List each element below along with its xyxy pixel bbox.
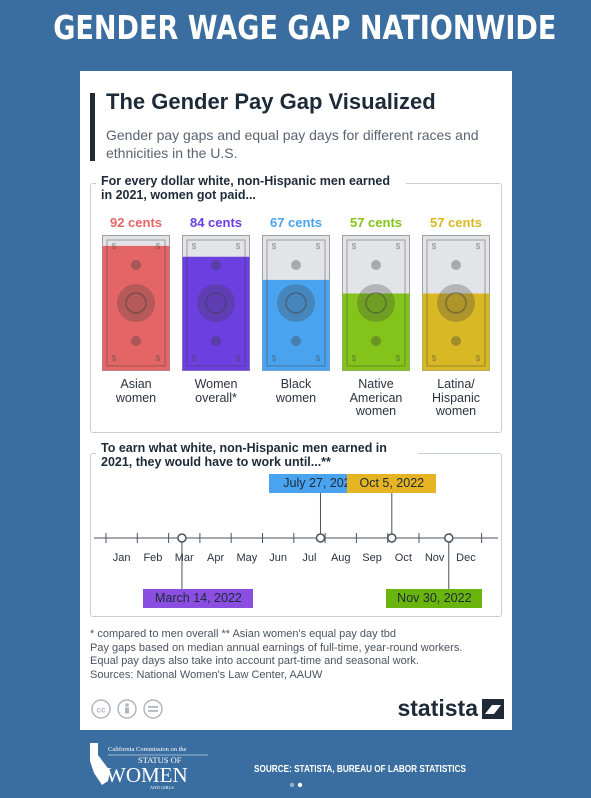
bar-value-label: 57 cents: [349, 215, 403, 230]
attribution-icon: [117, 699, 137, 719]
svg-text:$: $: [316, 354, 321, 363]
svg-text:$: $: [272, 354, 277, 363]
org-line-2: STATUS OF: [138, 755, 182, 765]
footnotes: * compared to men overall ** Asian women…: [90, 628, 505, 682]
svg-text:$: $: [192, 242, 197, 251]
bill-fill: [182, 256, 250, 371]
svg-text:$: $: [236, 242, 241, 251]
pay-section-heading: For every dollar white, non-Hispanic men…: [96, 174, 406, 202]
org-line-4: AND GIRLS: [150, 785, 174, 790]
org-line-3: WOMEN: [106, 763, 188, 787]
svg-text:$: $: [476, 354, 481, 363]
footnote-line: Equal pay days also take into account pa…: [90, 655, 419, 667]
dollar-bill-bar: $ $ $ $: [182, 235, 250, 371]
bar-category-label: Asian women: [115, 377, 157, 405]
bar-category-label: Latina/Hispanic women: [432, 377, 480, 418]
svg-text:$: $: [432, 242, 437, 251]
svg-text:$: $: [316, 242, 321, 251]
svg-text:$: $: [476, 242, 481, 251]
bar-value-label: 84 cents: [189, 215, 243, 230]
timeline-date-label: July 27, 2022: [268, 474, 372, 493]
bill-fill: [262, 279, 330, 371]
brand-name: statista: [397, 695, 478, 721]
svg-text:$: $: [156, 242, 161, 251]
infographic-card: The Gender Pay Gap Visualized Gender pay…: [80, 71, 512, 730]
bar-category-label: Women overall*: [194, 377, 238, 405]
bar-category-label: Native American women: [349, 377, 403, 418]
chart-title: The Gender Pay Gap Visualized: [106, 89, 436, 114]
bill-fill: [342, 293, 410, 371]
svg-text:$: $: [236, 354, 241, 363]
statista-mark-icon: [482, 698, 504, 719]
svg-text:$: $: [156, 354, 161, 363]
footnote-line: Sources: National Women's Law Center, AA…: [90, 668, 323, 681]
timeline-date-label: March 14, 2022: [143, 589, 254, 608]
no-derivatives-icon: [143, 699, 163, 719]
dollar-bill-bar: $ $ $ $: [422, 235, 490, 371]
bill-fill: [422, 293, 490, 371]
dollar-bill-bar: $ $ $ $: [262, 235, 330, 371]
footnote-line: * compared to men overall ** Asian women…: [90, 628, 396, 640]
timeline-section-heading: To earn what white, non-Hispanic men ear…: [96, 441, 418, 469]
statista-logo: statista: [397, 695, 504, 722]
cc-icon: [91, 699, 111, 719]
chart-subtitle: Gender pay gaps and equal pay days for d…: [106, 127, 479, 161]
svg-text:$: $: [396, 354, 401, 363]
page-banner: GENDER WAGE GAP NATIONWIDE: [53, 8, 557, 47]
svg-text:cc: cc: [97, 706, 106, 715]
svg-text:$: $: [112, 354, 117, 363]
svg-text:$: $: [352, 242, 357, 251]
svg-text:$: $: [352, 354, 357, 363]
bar-value-label: 67 cents: [269, 215, 323, 230]
dollar-bill-bar: $ $ $ $: [102, 235, 170, 371]
creative-commons-icons: cc: [91, 699, 163, 719]
bar-value-label: 57 cents: [429, 215, 483, 230]
commission-logo: California Commission on the STATUS OF W…: [90, 743, 208, 790]
svg-text:$: $: [396, 242, 401, 251]
timeline-date-label: Nov 30, 2022: [386, 589, 483, 608]
bill-fill: [102, 245, 170, 371]
footnote-line: Pay gaps based on median annual earnings…: [90, 641, 463, 654]
bar-value-label: 92 cents: [109, 215, 163, 230]
pagination-dots: [289, 782, 303, 788]
svg-text:$: $: [192, 354, 197, 363]
svg-text:$: $: [112, 242, 117, 251]
svg-text:$: $: [432, 354, 437, 363]
org-line-1: California Commission on the: [108, 746, 187, 753]
bar-category-label: Black women: [275, 377, 317, 405]
dollar-bill-bar: $ $ $ $: [342, 235, 410, 371]
title-accent-bar: [90, 93, 95, 161]
source-credit: SOURCE: STATISTA, BUREAU OF LABOR STATIS…: [254, 764, 466, 775]
california-icon: [90, 743, 110, 785]
page-dot: [289, 782, 295, 788]
timeline-date-label: Oct 5, 2022: [347, 474, 437, 493]
svg-text:$: $: [272, 242, 277, 251]
page-dot-active: [297, 782, 303, 788]
